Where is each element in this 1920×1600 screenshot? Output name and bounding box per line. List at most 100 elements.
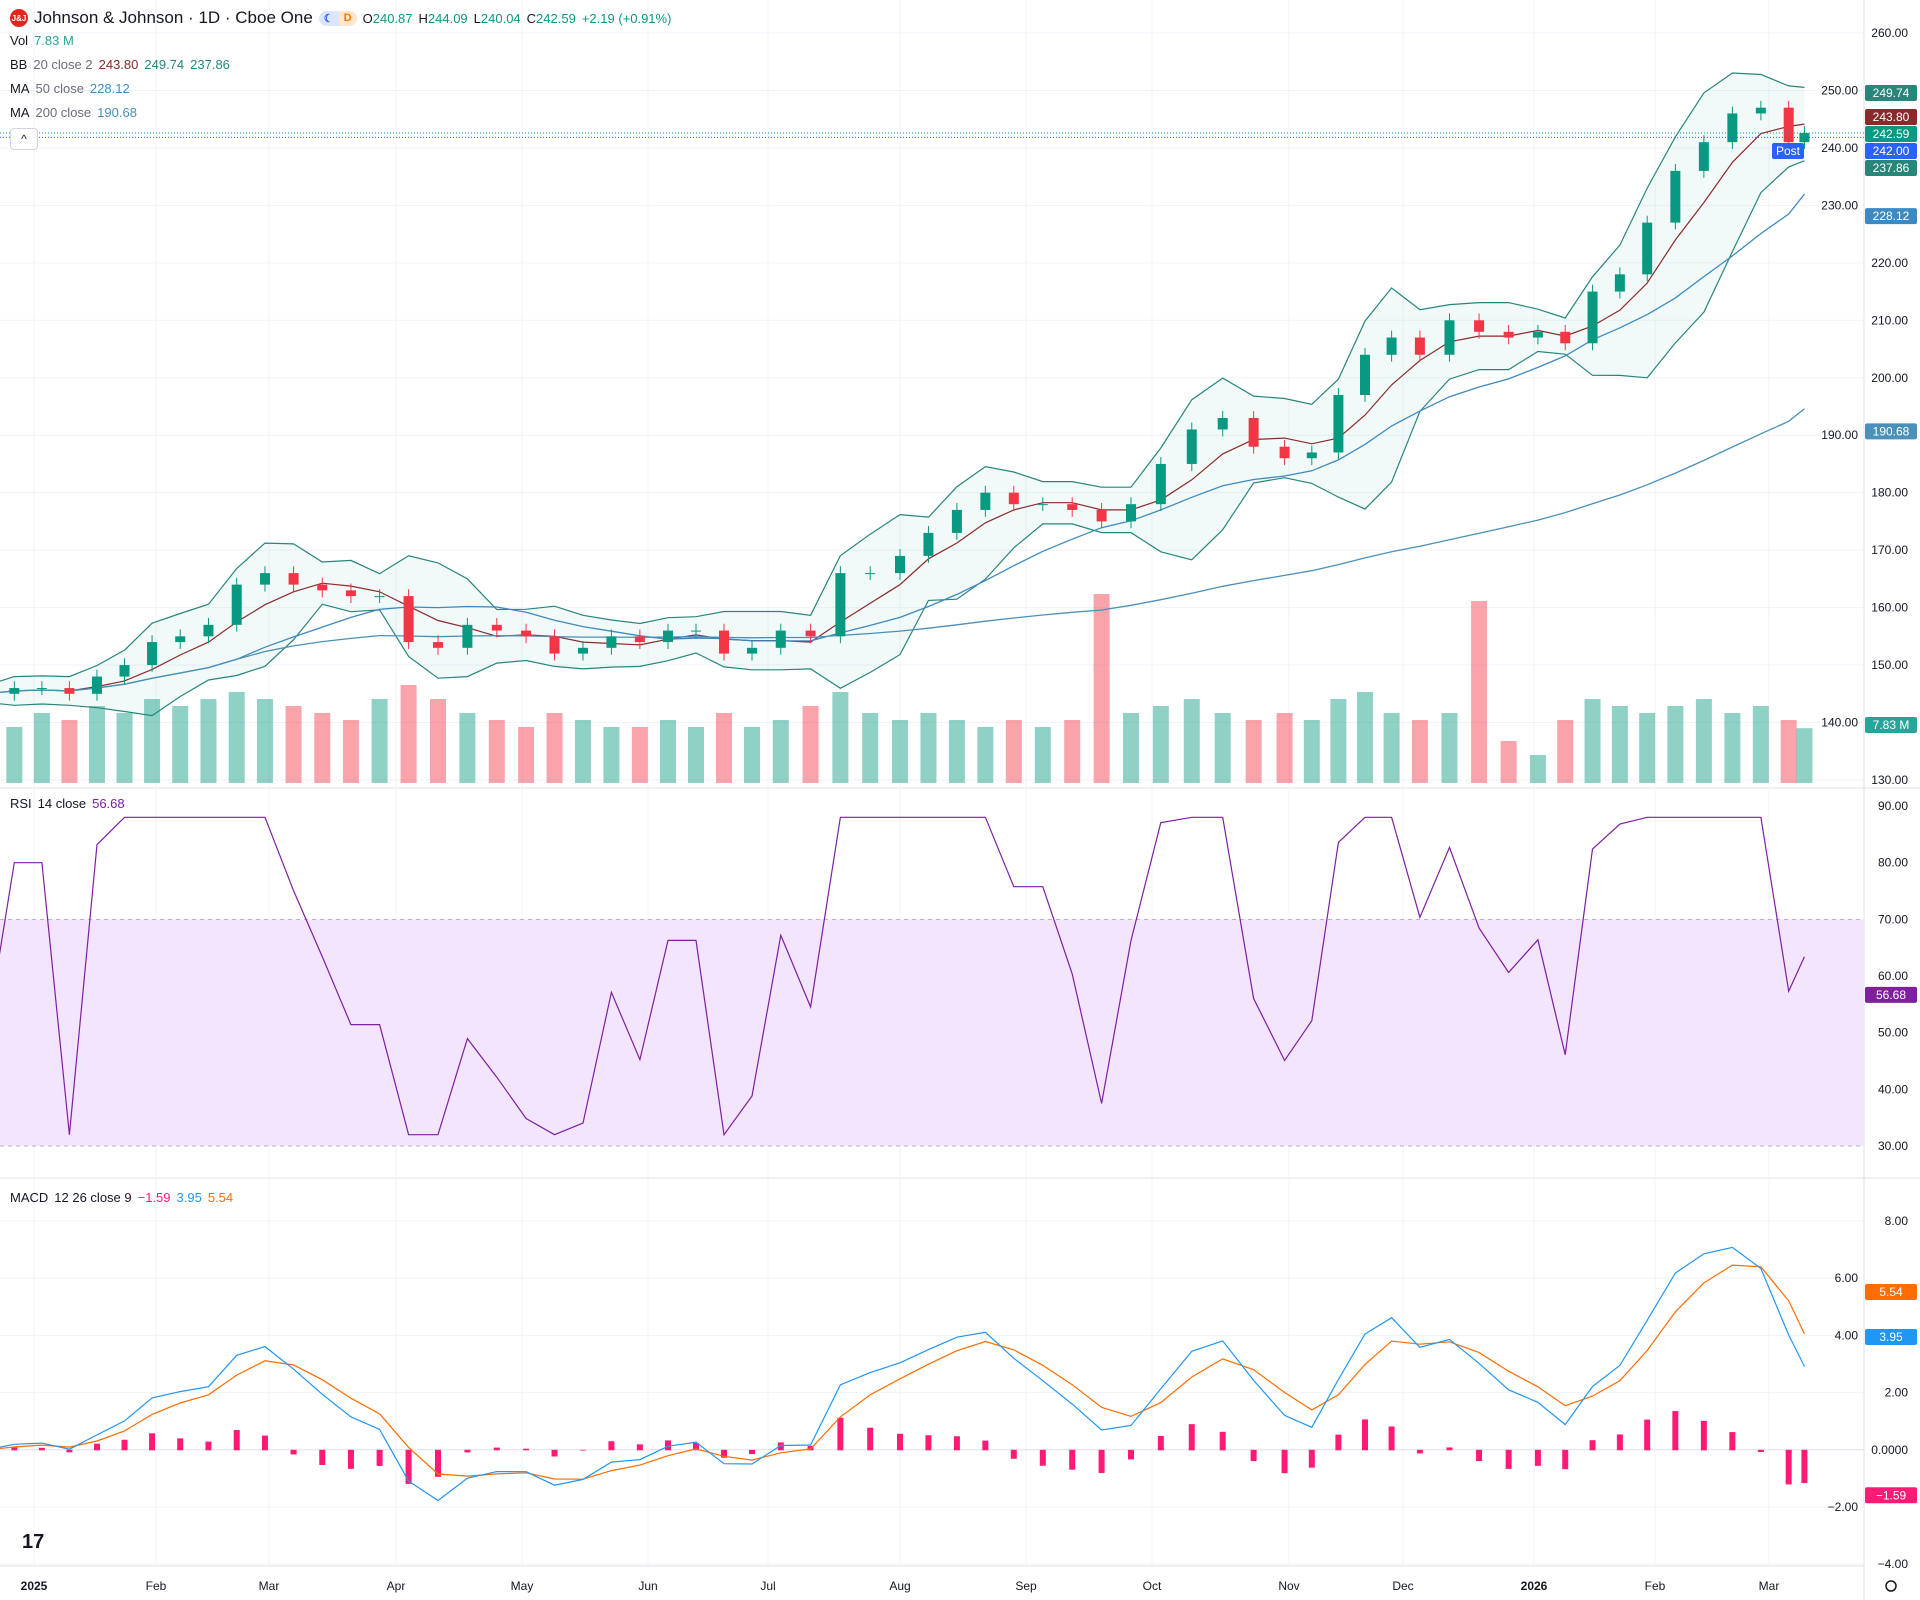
macd-badge-label: 3.95 — [1879, 1330, 1903, 1344]
price-tick-label: 200.00 — [1871, 371, 1908, 385]
volume-bar — [574, 720, 591, 783]
ma50-legend[interactable]: MA 50 close 228.12 — [10, 81, 130, 96]
candle — [1783, 107, 1794, 143]
macd-histogram-bar — [1039, 1449, 1046, 1466]
settings-icon[interactable] — [1885, 1580, 1897, 1592]
volume-bar — [1724, 713, 1741, 783]
candle — [231, 584, 242, 625]
low-label: L — [473, 10, 481, 26]
candle — [259, 573, 270, 585]
volume-bar — [285, 706, 302, 783]
macd-histogram-bar — [1010, 1449, 1017, 1459]
volume-bar — [1064, 720, 1081, 783]
volume-bar — [1214, 713, 1231, 783]
vol-legend[interactable]: Vol 7.83 M — [10, 33, 74, 48]
candle — [374, 596, 385, 598]
volume-bar — [1411, 720, 1428, 783]
bb-lower-line — [0, 160, 1805, 717]
signal-badge — [1865, 1284, 1917, 1300]
candle — [147, 642, 158, 666]
signal-value: 5.54 — [207, 1190, 234, 1205]
macd-histogram-bar — [1644, 1419, 1651, 1451]
candle — [1186, 429, 1197, 464]
rsi-badge-label: 56.68 — [1876, 988, 1906, 1002]
candle — [1755, 107, 1766, 114]
jnj-logo: J&J — [10, 9, 28, 27]
macd-histogram-bar — [493, 1447, 500, 1451]
macd-histogram-bar — [1098, 1449, 1105, 1473]
ma200-badge-label: 190.68 — [1873, 424, 1910, 438]
candle — [775, 630, 786, 648]
volume-bar — [1500, 741, 1517, 783]
rsi-tick-label: 50.00 — [1878, 1026, 1908, 1040]
ma200-legend[interactable]: MA 200 close 190.68 — [10, 105, 137, 120]
macd-label: MACD — [10, 1190, 49, 1205]
volume-bar — [744, 727, 760, 783]
macd-histogram-bar — [1446, 1447, 1453, 1451]
candle — [491, 624, 502, 631]
rsi-badge — [1865, 986, 1917, 1003]
candle — [317, 584, 328, 591]
candle — [288, 573, 299, 585]
macd-tick-label: 0.0000 — [1871, 1443, 1908, 1457]
macd-histogram-bar — [693, 1442, 699, 1451]
candle — [1360, 354, 1370, 395]
macd-legend[interactable]: MACD 12 26 close 9 −1.59 3.95 5.54 — [10, 1190, 233, 1205]
macd-histogram-bar — [1729, 1432, 1736, 1451]
candle — [345, 590, 356, 597]
candle — [433, 642, 443, 648]
candle — [951, 509, 962, 533]
symbol-title[interactable]: Johnson & Johnson · 1D · Cboe One — [34, 8, 313, 27]
price-tick-label: 220.00 — [1871, 256, 1908, 270]
volume-bar — [200, 699, 217, 783]
candle — [521, 630, 532, 637]
macd-histogram-bar — [319, 1449, 326, 1465]
candle — [805, 630, 816, 637]
candle — [203, 624, 214, 637]
bb-legend[interactable]: BB 20 close 2 243.80 249.74 237.86 — [10, 57, 230, 72]
rsi-tick-label: 80.00 — [1878, 856, 1908, 870]
bb-upper-value: 249.74 — [144, 57, 185, 72]
candle — [1067, 504, 1078, 510]
ma200-label: MA — [10, 105, 30, 120]
ma50-badge-label: 228.12 — [1873, 209, 1910, 223]
time-tick-label: Jun — [638, 1579, 657, 1593]
macd-histogram-bar — [290, 1449, 297, 1455]
time-tick-label: Nov — [1278, 1579, 1299, 1593]
candle — [1444, 320, 1455, 355]
volume-bar — [88, 706, 105, 783]
macd-badge — [1865, 1329, 1917, 1345]
price-tick-label: 190.00 — [1821, 428, 1858, 442]
candle — [980, 492, 991, 510]
volume-bar — [1245, 720, 1262, 783]
collapse-legend-button[interactable]: ^ — [10, 128, 38, 150]
macd-histogram-bar — [1757, 1449, 1764, 1452]
volume-bar — [1357, 692, 1373, 783]
candle — [1126, 504, 1136, 522]
candle — [1727, 113, 1738, 143]
vol-badge — [1865, 717, 1917, 733]
candle — [865, 573, 876, 575]
candle — [175, 636, 186, 643]
price-tick-label: 250.00 — [1821, 83, 1858, 97]
post-tag — [1772, 143, 1804, 159]
price-tick-label: 140.00 — [1821, 716, 1858, 730]
candle — [1698, 142, 1709, 171]
time-tick-label: Feb — [1645, 1579, 1666, 1593]
volume-bar — [772, 720, 789, 783]
volume-bar — [892, 720, 908, 783]
candle — [1306, 452, 1317, 459]
volume-bar — [1034, 727, 1051, 783]
volume-bar — [1276, 713, 1293, 783]
rsi-legend[interactable]: RSI 14 close 56.68 — [10, 796, 125, 811]
macd-histogram-bar — [1589, 1440, 1596, 1451]
volume-bar — [1152, 706, 1169, 783]
session-badges[interactable]: ☾ D — [318, 10, 357, 26]
macd-histogram-bar — [1188, 1424, 1195, 1451]
price-tick-label: 170.00 — [1871, 543, 1908, 557]
time-tick-label: 2026 — [1521, 1579, 1548, 1593]
bb-upper-badge — [1865, 84, 1917, 101]
candle — [835, 573, 846, 637]
macd-histogram-bar — [749, 1449, 755, 1455]
